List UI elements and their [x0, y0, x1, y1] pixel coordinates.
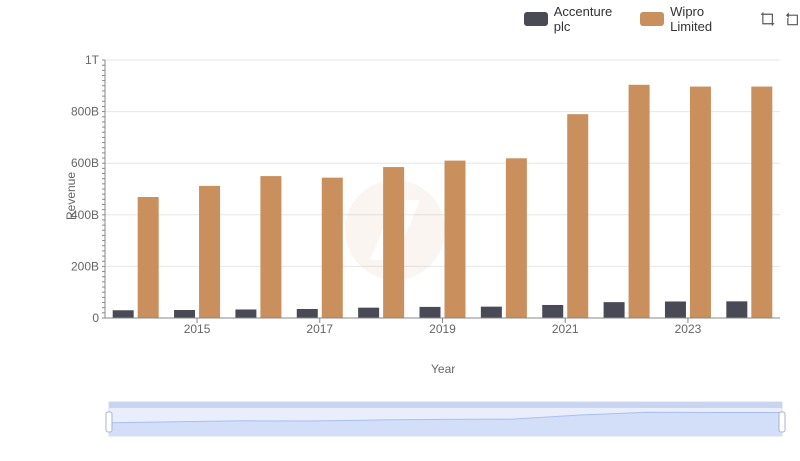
- y-axis-label: Revenue: [64, 171, 79, 221]
- x-axis-label: Year: [431, 362, 456, 376]
- legend-item-wipro[interactable]: Wipro Limited: [640, 4, 745, 34]
- x-tick-label: 2023: [675, 322, 702, 336]
- bar-wipro-limited-2017[interactable]: [321, 177, 343, 318]
- legend-swatch-wipro: [640, 12, 665, 26]
- slider-line: [108, 411, 782, 424]
- bar-wipro-limited-2019[interactable]: [444, 160, 466, 318]
- bar-accenture-plc-2016[interactable]: [235, 309, 257, 318]
- y-tick-label: 800B: [71, 105, 99, 119]
- slider-handle-left[interactable]: [105, 411, 113, 433]
- bar-wipro-limited-2020[interactable]: [505, 158, 527, 318]
- bar-wipro-limited-2018[interactable]: [383, 167, 405, 318]
- bar-wipro-limited-2023[interactable]: [689, 86, 711, 318]
- bar-accenture-plc-2014[interactable]: [112, 310, 134, 318]
- bar-accenture-plc-2024[interactable]: [726, 301, 748, 318]
- bars[interactable]: [112, 84, 773, 319]
- y-tick-label: 0: [92, 311, 99, 325]
- zoom-icon[interactable]: [760, 11, 775, 27]
- legend-label-wipro: Wipro Limited: [670, 4, 713, 34]
- bar-wipro-limited-2022[interactable]: [628, 84, 650, 318]
- bar-accenture-plc-2021[interactable]: [542, 304, 564, 318]
- x-axis: 2015 2017 2019 2021 2023: [105, 317, 780, 336]
- legend: Accenture plc Wipro Limited: [524, 4, 800, 34]
- x-tick-label: 2021: [552, 322, 579, 336]
- bar-wipro-limited-2024[interactable]: [751, 86, 773, 318]
- bar-accenture-plc-2019[interactable]: [419, 306, 441, 318]
- y-tick-label: 600B: [71, 156, 99, 170]
- bar-wipro-limited-2014[interactable]: [137, 196, 159, 318]
- bar-accenture-plc-2018[interactable]: [358, 307, 380, 318]
- reset-icon[interactable]: [785, 11, 800, 27]
- legend-label-accenture: Accenture plc: [553, 4, 613, 34]
- legend-item-accenture[interactable]: Accenture plc: [524, 4, 628, 34]
- x-tick-label: 2015: [184, 322, 211, 336]
- bar-accenture-plc-2015[interactable]: [174, 310, 196, 318]
- slider-top-bar[interactable]: [109, 402, 782, 408]
- y-tick-label: 200B: [71, 259, 99, 273]
- slider-area: [109, 412, 782, 436]
- bar-wipro-limited-2015[interactable]: [199, 185, 221, 318]
- x-tick-label: 2017: [306, 322, 333, 336]
- x-tick-label: 2019: [429, 322, 456, 336]
- y-tick-label: 1T: [85, 53, 100, 67]
- bar-accenture-plc-2023[interactable]: [664, 301, 686, 318]
- y-tick-label: 400B: [71, 208, 99, 222]
- bar-accenture-plc-2022[interactable]: [603, 302, 625, 318]
- legend-swatch-accenture: [524, 12, 548, 26]
- slider-handle-right[interactable]: [778, 411, 786, 433]
- y-axis: 0 200B 400B 600B 800B 1T: [71, 53, 106, 325]
- zoom-slider[interactable]: [105, 401, 786, 437]
- bar-wipro-limited-2021[interactable]: [567, 114, 589, 319]
- bar-accenture-plc-2017[interactable]: [296, 308, 318, 318]
- bar-accenture-plc-2020[interactable]: [480, 306, 502, 318]
- bar-wipro-limited-2016[interactable]: [260, 176, 282, 318]
